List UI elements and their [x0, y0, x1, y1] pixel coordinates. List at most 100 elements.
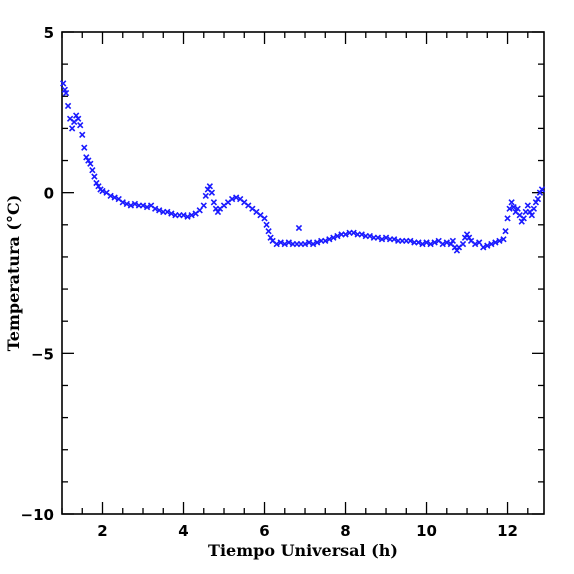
data-point — [334, 232, 341, 240]
x-tick-label: 4 — [178, 522, 188, 540]
data-point — [423, 239, 430, 246]
data-point — [85, 157, 92, 164]
data-point — [184, 213, 191, 220]
x-tick-label: 2 — [97, 522, 107, 540]
data-point — [439, 240, 446, 248]
data-point — [180, 211, 187, 219]
data-points — [60, 80, 546, 254]
data-point — [415, 239, 422, 246]
data-point — [81, 144, 88, 151]
data-point — [532, 199, 540, 206]
data-point — [208, 189, 216, 196]
data-point — [366, 232, 373, 240]
data-point — [342, 231, 349, 238]
data-point — [390, 236, 398, 243]
data-point — [93, 179, 100, 187]
data-point — [524, 202, 531, 209]
data-point — [301, 240, 309, 248]
data-point — [267, 234, 274, 241]
data-point — [89, 167, 96, 174]
data-point — [492, 239, 499, 246]
data-point — [449, 237, 457, 245]
data-point — [139, 202, 147, 209]
data-point — [164, 208, 171, 216]
data-point — [87, 160, 94, 167]
data-point — [156, 207, 163, 214]
data-point — [295, 224, 303, 232]
data-point — [358, 231, 365, 238]
x-tick-label: 10 — [416, 522, 437, 540]
data-point — [73, 112, 80, 119]
y-tick-label: 0 — [44, 185, 54, 203]
data-point — [453, 247, 461, 254]
x-tick-label: 6 — [259, 522, 269, 540]
data-point — [91, 173, 98, 180]
data-point — [123, 200, 130, 208]
data-point — [196, 207, 203, 214]
data-point — [427, 240, 434, 248]
x-tick-label: 8 — [340, 522, 350, 540]
data-point — [95, 183, 102, 190]
data-point — [309, 240, 317, 248]
data-point — [514, 205, 521, 212]
data-point — [484, 242, 491, 249]
data-point — [471, 240, 479, 248]
data-point — [261, 215, 268, 222]
data-point — [107, 192, 114, 200]
data-point — [233, 194, 240, 201]
data-point — [419, 240, 426, 248]
data-point — [151, 205, 159, 212]
x-tick-label: 12 — [497, 522, 518, 540]
data-point — [79, 131, 86, 138]
data-point — [350, 229, 357, 236]
data-point — [99, 187, 106, 195]
data-point — [465, 234, 473, 241]
data-point — [188, 211, 195, 219]
data-point — [285, 239, 292, 246]
data-point — [210, 199, 218, 206]
y-tick-label: 5 — [44, 24, 54, 42]
data-point — [314, 239, 321, 246]
data-point — [506, 205, 513, 212]
data-point — [476, 239, 483, 246]
data-point — [534, 195, 542, 203]
data-point — [111, 194, 118, 201]
data-point — [407, 237, 414, 245]
x-axis-title: Tiempo Universal (h) — [208, 541, 398, 560]
data-point — [463, 231, 471, 238]
data-point — [508, 199, 515, 206]
data-point — [64, 102, 72, 110]
data-point — [504, 215, 511, 222]
data-point — [168, 210, 175, 217]
data-point — [326, 236, 333, 243]
plot-frame — [61, 31, 545, 515]
data-point — [75, 115, 82, 122]
data-point — [480, 244, 487, 251]
data-point — [496, 237, 503, 245]
data-point — [502, 228, 509, 235]
y-axis-title: Temperatura (°C) — [4, 195, 23, 352]
data-point — [459, 240, 467, 248]
x-axis-ticks: 2 4 6 8 10 12 — [61, 32, 529, 540]
y-tick-label: −10 — [21, 506, 54, 524]
data-point — [520, 215, 527, 222]
data-point — [77, 122, 84, 129]
data-point — [62, 89, 70, 97]
data-point — [528, 211, 536, 219]
data-point — [265, 228, 272, 235]
data-point — [530, 205, 538, 212]
data-point — [536, 189, 544, 196]
data-point — [60, 80, 67, 87]
data-point — [131, 200, 139, 208]
data-point — [206, 183, 214, 190]
y-axis-ticks: −10 −5 0 5 — [21, 24, 544, 524]
data-point — [273, 240, 280, 248]
data-point — [378, 236, 386, 243]
data-point — [263, 221, 270, 228]
data-point — [330, 234, 337, 241]
data-point — [200, 202, 207, 209]
data-point — [538, 186, 546, 193]
data-point — [119, 199, 126, 206]
data-point — [443, 239, 450, 246]
data-point — [510, 203, 517, 211]
